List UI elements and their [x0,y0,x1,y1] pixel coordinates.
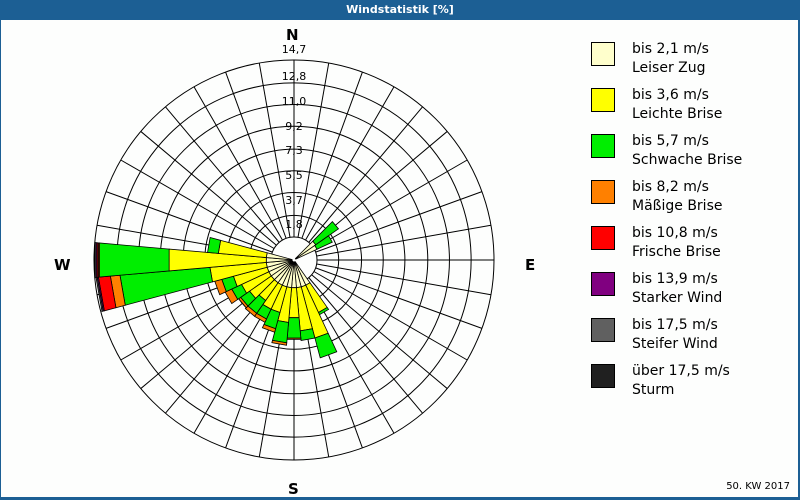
legend-name: Leiser Zug [632,60,706,76]
ring-label: 12,8 [282,70,307,83]
legend-range: bis 13,9 m/s [632,271,718,287]
ring-label: 14,7 [282,43,307,56]
legend-name: Frische Brise [632,244,721,260]
legend-swatch [591,226,615,250]
ring-label: 7,3 [285,144,303,157]
chart-panel: 1,8 3,7 5,5 7,3 9,2 11,0 12,8 14,7 N E S W bis … [1,20,798,498]
legend-swatch [591,364,615,388]
week-label: 50. KW 2017 [726,481,790,492]
wind-sector-segment [314,235,333,250]
legend-swatch [591,42,615,66]
legend-range: über 17,5 m/s [632,363,730,379]
legend-name: Schwache Brise [632,152,743,168]
wind-sector-segment [244,305,258,317]
legend-swatch [591,88,615,112]
grid-spoke [193,86,283,241]
legend-name: Starker Wind [632,290,723,306]
grid-spoke [301,71,363,239]
ring-label: 1,8 [285,218,303,231]
legend-name: Leichte Brise [632,106,723,122]
ring-label: 3,7 [285,194,303,207]
grid-spoke [315,267,483,329]
wind-sector-segment [286,317,302,339]
legend-range: bis 5,7 m/s [632,133,709,149]
ring-label: 11,0 [282,95,307,108]
legend-swatch [591,272,615,296]
compass-west-label: W [54,256,71,274]
grid-spoke [297,62,330,238]
compass-north-label: N [286,26,299,44]
grid-spoke [225,71,287,239]
grid-spoke [120,159,275,249]
compass-east-label: E [525,256,536,274]
ring-label: 5,5 [285,169,303,182]
grid-spoke [165,106,280,243]
grid-spoke [258,62,291,238]
grid-spoke [305,86,395,241]
legend-range: bis 2,1 m/s [632,41,709,57]
wind-sector-segment [94,242,97,278]
grid-spoke [316,263,492,296]
compass-south-label: S [288,480,299,498]
legend-name: Steifer Wind [632,336,718,352]
grid-spoke [140,131,277,246]
legend-range: bis 17,5 m/s [632,317,718,333]
ring-label: 9,2 [285,120,303,133]
grid-spoke [315,191,483,253]
grid-spoke [313,159,468,249]
wind-sector-segment [314,332,338,359]
legend-range: bis 8,2 m/s [632,179,709,195]
wind-sector-segment [261,323,277,333]
legend-swatch [591,318,615,342]
legend-name: Mäßige Brise [632,198,723,214]
legend-swatch [591,134,615,158]
grid-spoke [311,274,448,389]
wind-sector-segment [299,328,316,341]
wind-sector-segment [207,237,222,254]
grid-spoke [105,191,273,253]
chart-title: Windstatistik [%] [346,3,454,16]
grid-spoke [313,271,468,361]
grid-spoke [308,106,423,243]
legend-swatch [591,180,615,204]
wind-sector-segment [99,242,170,278]
grid-spoke [316,224,492,257]
legend-range: bis 10,8 m/s [632,225,718,241]
wind-sector-segment [271,339,288,346]
wind-sector-segment [312,221,340,246]
legend-range: bis 3,6 m/s [632,87,709,103]
wind-rose-plot: 1,8 3,7 5,5 7,3 9,2 11,0 12,8 14,7 [93,43,495,461]
legend-name: Sturm [632,382,675,398]
wind-sector-segment [286,337,302,340]
grid-spoke [308,277,423,414]
